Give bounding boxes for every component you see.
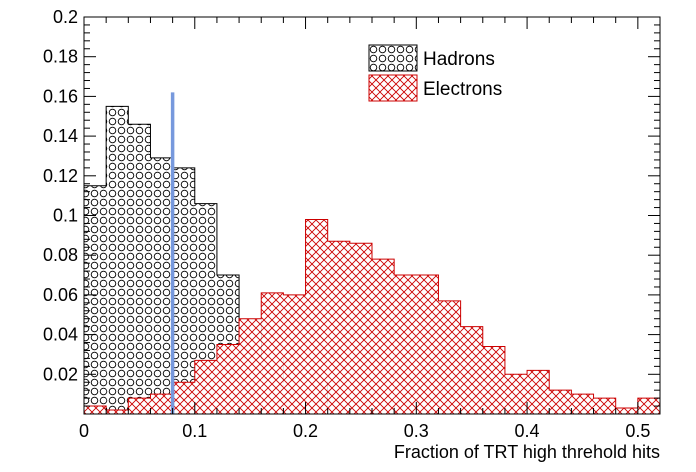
x-tick-label: 0.3 [404, 421, 429, 441]
y-tick-label: 0.18 [43, 47, 78, 67]
histogram-bar [106, 410, 129, 414]
histogram-bar [372, 259, 395, 414]
histogram-bar [571, 394, 594, 414]
histogram-bar [261, 292, 284, 414]
x-tick-label: 0.5 [625, 421, 650, 441]
histogram-bar [283, 294, 306, 414]
y-tick-label: 0.16 [43, 86, 78, 106]
histogram-bar [593, 398, 616, 414]
legend-label-hadrons: Hadrons [423, 49, 495, 70]
histogram-bar [150, 157, 173, 414]
histogram-bar [527, 370, 550, 414]
histogram-bar [615, 408, 638, 414]
histogram-bar [172, 167, 195, 414]
x-tick-label: 0.2 [293, 421, 318, 441]
y-tick-label: 0.02 [43, 364, 78, 384]
y-tick-label: 0.2 [53, 7, 78, 27]
histogram-bar [482, 346, 505, 414]
y-tick-label: 0.12 [43, 166, 78, 186]
histogram-bar [416, 275, 439, 414]
legend-swatch-electrons [368, 74, 418, 102]
legend-label-electrons: Electrons [423, 79, 502, 100]
histogram-bar [504, 374, 528, 414]
histogram-bar [172, 382, 195, 414]
y-tick-label: 0.08 [43, 245, 78, 265]
histogram-bar [84, 185, 107, 414]
plot-area [84, 92, 660, 414]
histogram-bar [327, 241, 350, 414]
histogram-bar [438, 300, 461, 414]
histogram-bar [394, 275, 417, 414]
series-electrons [84, 218, 660, 414]
x-tick-label: 0.4 [515, 421, 540, 441]
axes: 0 0.1 0.2 0.3 0.4 0.5 0.02 0.04 0.06 0.08 0.1 0.12 0… [43, 7, 661, 462]
histogram-bar [150, 394, 173, 414]
x-axis-title: Fraction of TRT high threhold hits [394, 442, 660, 462]
x-tick-label: 0.1 [182, 421, 207, 441]
histogram-bar [305, 219, 328, 414]
histogram-bar [128, 398, 151, 414]
histogram-bar [194, 360, 217, 414]
y-tick-label: 0.06 [43, 285, 78, 305]
histogram-bar [84, 406, 107, 414]
histogram-bar [106, 106, 129, 414]
y-tick-label: 0.04 [43, 325, 78, 345]
legend-swatch-hadrons [368, 44, 418, 72]
histogram-bar [216, 344, 240, 414]
histogram-bar [549, 390, 572, 414]
legend: Hadrons Electrons [368, 44, 502, 102]
y-tick-label: 0.14 [43, 126, 78, 146]
histogram-bar [460, 326, 483, 414]
y-tick-label: 0.1 [53, 206, 78, 226]
x-tick-label: 0 [79, 421, 89, 441]
histogram-bar [239, 318, 262, 414]
histogram-bar [349, 243, 372, 414]
histogram-bar [637, 398, 660, 414]
histogram-bar [128, 124, 151, 414]
